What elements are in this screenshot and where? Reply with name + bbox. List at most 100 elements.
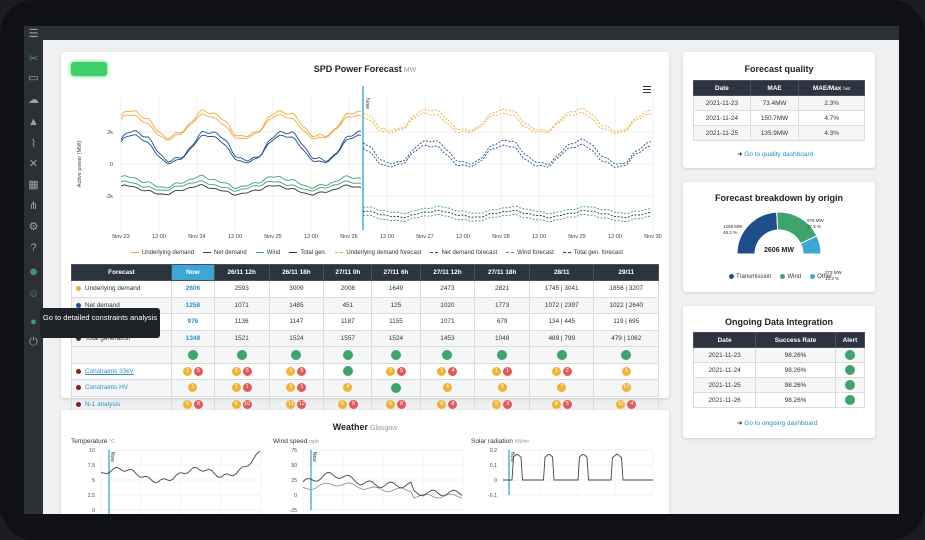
integration-card: Ongoing Data Integration Date Success Rat… [683,306,875,438]
network-icon[interactable]: ⋔ [28,200,39,212]
weather-panel-label: Solar radiation kW/m² [471,438,530,445]
quality-dashboard-link[interactable]: ➜ Go to quality dashboard [737,151,814,158]
x-tick-label: Nov 29 [568,234,585,240]
arrow-circle-icon: ➜ [737,420,743,427]
status-ok-icon [291,349,302,360]
chart-icon[interactable]: ⌇ [30,138,37,150]
legend-item[interactable]: Transmission [729,274,771,280]
menu-icon[interactable]: ☰ [28,28,39,40]
legend-item[interactable]: Total gen. forecast [562,250,623,256]
weather-title: Weather Glasgow [332,422,398,432]
settings-icon[interactable]: ⚙ [28,221,39,233]
y-tick-label: 0 [110,162,113,168]
status-ok-icon [236,349,247,360]
legend-item[interactable]: Wind [780,274,801,280]
logo-badge [71,62,107,76]
weather-panel-label: Temperature °C [71,438,115,445]
y-tick-label: -0.1 [488,493,497,499]
table-header: 28/11 [529,264,595,281]
y-tick-label: 0 [494,478,497,484]
y-tick-label: -25 [290,508,298,514]
constraint-link[interactable]: Constraints HV [85,384,128,392]
series-line [120,113,362,141]
constraint-row: Constraints 33kV 1 5 2 5 1 5 2 5 1 4 1 1 1 2 1 [71,362,659,380]
warning-count-badge: 11 [286,399,296,409]
series-dot [76,335,81,341]
table-header: Forecast [71,264,172,281]
y-tick-label: 10 [89,448,95,454]
critical-count-badge: 4 [627,399,637,409]
legend-item[interactable]: Other [810,274,832,280]
critical-count-badge: 12 [297,399,307,409]
warning-count-badge: 6 [437,399,447,409]
legend-item[interactable]: Underlying demand [131,250,194,256]
forecast-line [362,209,652,219]
users-icon[interactable]: ☻ [27,266,40,278]
tools-icon[interactable]: ✂ [28,53,39,65]
weather-icon[interactable]: ☁ [28,94,39,106]
legend-item[interactable]: Net demand forecast [430,250,497,256]
now-label: Now [364,98,370,109]
series-dot [76,368,81,374]
status-ok-icon [342,349,353,360]
user-settings-icon[interactable]: ☺ [27,288,40,300]
now-label: Now [509,452,515,462]
quality-table: Date MAE MAE/Max hist 2021-11-23 73.4MW 2.3% 20… [693,80,865,141]
critical-count-badge: 8 [193,399,203,409]
breakdown-title: Forecast breakdown by origin [714,193,844,203]
legend-item[interactable]: Wind [255,250,280,256]
constraint-link[interactable]: Constraints 33kV [85,367,134,375]
critical-count-badge: 5 [396,366,406,376]
table-header: 26/11 12h [213,264,270,281]
y-tick-label: 2k [107,130,113,136]
monitor-icon[interactable]: ▭ [28,72,39,84]
legend-item[interactable]: Wind forecast [506,250,554,256]
app-screen: ☰ ✂ ▭ ☁ ▲ ⌇ ✕ ▦ ⋔ ⚙? ☻ ☺ ● ⏻ SPD Power Forecast MW Nov… [24,26,899,514]
slice-value-label: 373 MW [825,270,843,275]
quality-card: Forecast quality Date MAE MAE/Max hist 2021-… [683,52,875,168]
legend-item[interactable]: Net demand [203,250,247,256]
power-forecast-chart: Nov 23 12:00 Nov 24 12:00 Nov 25 12:00 Nov 26 1… [77,86,662,240]
x-tick-label: 12:00 [456,234,470,240]
table-row: 2021-11-24 98.26% [692,362,866,378]
alert-ok-icon [844,380,855,390]
integration-title: Ongoing Data Integration [725,317,833,327]
legend-item[interactable]: Total gen. [289,250,326,256]
x-tick-label: 12:00 [228,234,242,240]
table-row: 2021-11-25 135.9MW 4.3% [693,125,865,141]
table-row: 2021-11-25 98.26% [692,377,866,393]
x-tick-label: Nov 30 [644,234,661,240]
help-icon[interactable]: ? [30,242,37,254]
status-ok-icon [442,349,453,360]
calendar-icon[interactable]: ▦ [28,179,39,191]
critical-count-badge: 10 [242,399,252,409]
critical-count-badge: 4 [448,366,458,376]
warning-count-badge: 6 [182,399,192,409]
x-tick-label: 12:00 [608,234,622,240]
user-icon[interactable]: ● [30,316,37,328]
table-header: 27/11 18h [474,264,531,281]
series-line [302,472,463,497]
legend-item[interactable]: Underlying demand forecast [335,250,421,256]
constraint-row: Constraints HV 1 1 1 1 1 4 4 3 7 10 [71,379,659,397]
y-tick-label: 0 [294,493,297,499]
forecast-line [362,205,652,215]
hamburger-icon[interactable] [643,86,651,93]
weather-panel: Solar radiation kW/m² 0.2 0.1 0 -0.1 Now [471,438,654,499]
warning-icon[interactable]: ▲ [28,116,39,128]
table-row: 2021-11-23 73.4MW 2.3% [693,95,865,111]
table-header: 27/11 12h [419,264,476,281]
ongoing-dashboard-link[interactable]: ➜ Go to ongoing dashboard [737,420,818,427]
x-tick-label: 12:00 [380,234,394,240]
power-icon[interactable]: ⏻ [29,336,38,348]
table-header: MAE [749,80,800,96]
donut-slice[interactable] [799,235,822,255]
weather-panel-label: Wind speed mph [273,438,319,445]
constraint-link[interactable]: N-1 analysis [85,400,121,408]
critical-count-badge: 5 [242,366,252,376]
wrench-icon[interactable]: ✕ [28,158,39,170]
